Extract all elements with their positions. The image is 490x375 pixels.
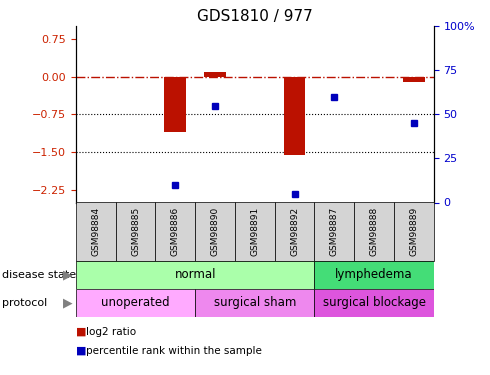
- Text: GSM98884: GSM98884: [91, 207, 100, 256]
- Text: GSM98888: GSM98888: [369, 207, 379, 256]
- FancyBboxPatch shape: [315, 289, 434, 317]
- FancyBboxPatch shape: [116, 202, 155, 261]
- Bar: [403, 76, 425, 82]
- Text: unoperated: unoperated: [101, 296, 170, 309]
- FancyBboxPatch shape: [315, 202, 354, 261]
- Bar: [164, 76, 186, 132]
- Text: percentile rank within the sample: percentile rank within the sample: [86, 346, 262, 355]
- Text: disease state: disease state: [2, 270, 76, 280]
- Text: surgical sham: surgical sham: [214, 296, 296, 309]
- Text: GSM98890: GSM98890: [211, 207, 220, 256]
- FancyBboxPatch shape: [315, 261, 434, 289]
- FancyBboxPatch shape: [76, 202, 116, 261]
- Text: surgical blockage: surgical blockage: [322, 296, 425, 309]
- Text: GSM98885: GSM98885: [131, 207, 140, 256]
- FancyBboxPatch shape: [76, 289, 195, 317]
- FancyBboxPatch shape: [195, 202, 235, 261]
- FancyBboxPatch shape: [235, 202, 275, 261]
- Text: GSM98892: GSM98892: [290, 207, 299, 256]
- FancyBboxPatch shape: [195, 289, 315, 317]
- Text: ▶: ▶: [63, 296, 73, 309]
- Text: ■: ■: [76, 327, 86, 337]
- Text: lymphedema: lymphedema: [335, 268, 413, 281]
- Text: GSM98891: GSM98891: [250, 207, 259, 256]
- Bar: [204, 72, 226, 76]
- FancyBboxPatch shape: [394, 202, 434, 261]
- FancyBboxPatch shape: [155, 202, 195, 261]
- Text: normal: normal: [174, 268, 216, 281]
- Text: GSM98889: GSM98889: [409, 207, 418, 256]
- Title: GDS1810 / 977: GDS1810 / 977: [197, 9, 313, 24]
- FancyBboxPatch shape: [76, 261, 315, 289]
- Text: ▶: ▶: [63, 268, 73, 281]
- Text: GSM98887: GSM98887: [330, 207, 339, 256]
- Text: GSM98886: GSM98886: [171, 207, 180, 256]
- FancyBboxPatch shape: [354, 202, 394, 261]
- Bar: [284, 76, 305, 154]
- FancyBboxPatch shape: [275, 202, 315, 261]
- Text: protocol: protocol: [2, 298, 48, 308]
- Text: ■: ■: [76, 346, 86, 355]
- Text: log2 ratio: log2 ratio: [86, 327, 136, 337]
